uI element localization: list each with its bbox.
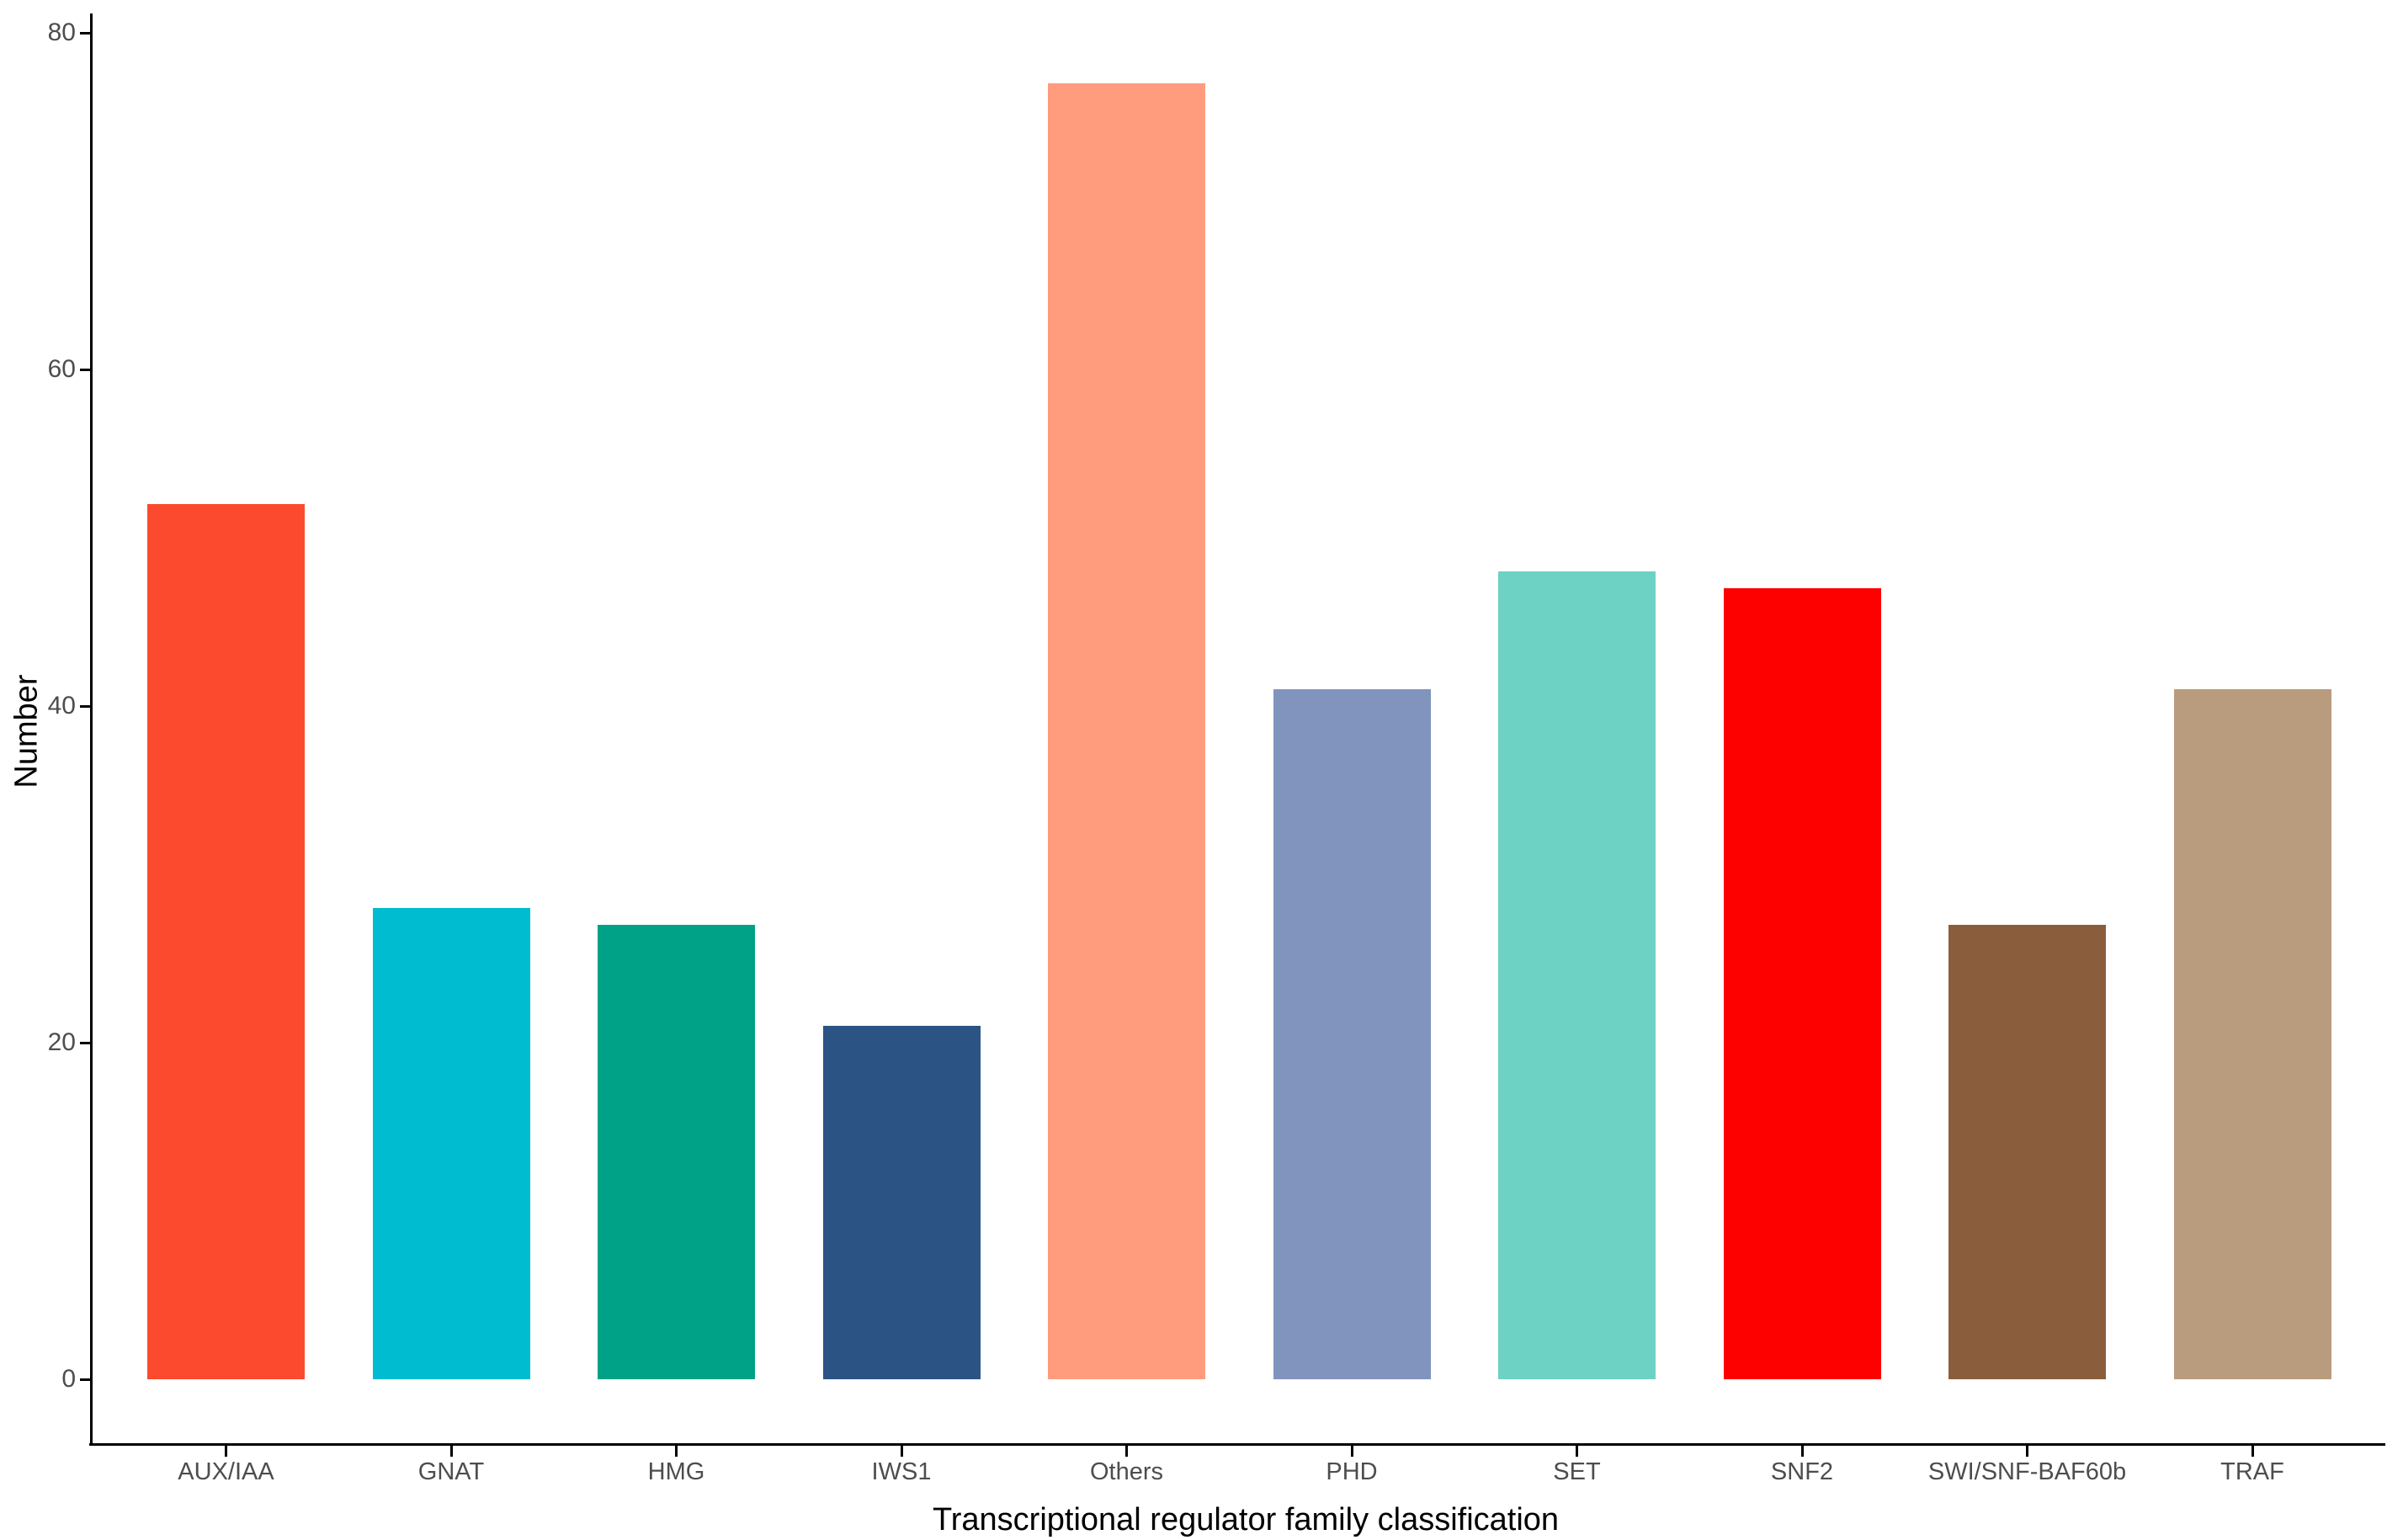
x-tick-iws1 [900, 1446, 903, 1457]
y-tick-label-0: 0 [61, 1365, 76, 1393]
y-axis-line [90, 13, 93, 1446]
bar-traf [2173, 689, 2331, 1379]
x-tick-snf2 [1800, 1446, 1804, 1457]
y-tick-60 [80, 368, 91, 371]
x-axis-line [89, 1443, 2385, 1446]
x-tick-swi-snf-baf60b [2026, 1446, 2028, 1457]
x-tick-set [1576, 1446, 1578, 1457]
x-tick-label-swi-snf-baf60b: SWI/SNF-BAF60b [1927, 1458, 2127, 1485]
y-tick-0 [80, 1378, 91, 1381]
x-tick-label-others: Others [1089, 1458, 1164, 1485]
x-tick-gnat [449, 1446, 453, 1457]
y-tick-label-20: 20 [47, 1028, 76, 1056]
y-tick-label-40: 40 [47, 692, 76, 720]
bar-swi-snf-baf60b [1948, 925, 2106, 1379]
x-tick-others [1125, 1446, 1128, 1457]
y-tick-80 [80, 31, 91, 35]
bar-aux-iaa [147, 504, 305, 1379]
bar-gnat [372, 908, 530, 1379]
y-axis-title: Number [8, 674, 45, 789]
bar-others [1048, 83, 1205, 1379]
x-tick-hmg [675, 1446, 678, 1457]
x-tick-phd [1350, 1446, 1353, 1457]
x-axis-title: Transcriptional regulator family classif… [932, 1502, 1560, 1537]
bar-phd [1273, 689, 1431, 1379]
x-tick-aux-iaa [225, 1446, 227, 1457]
x-tick-label-hmg: HMG [647, 1458, 705, 1485]
x-tick-label-traf: TRAF [2220, 1458, 2284, 1485]
bar-set [1498, 571, 1656, 1379]
y-tick-label-80: 80 [47, 19, 76, 46]
x-tick-label-gnat: GNAT [417, 1458, 485, 1485]
x-tick-traf [2251, 1446, 2254, 1457]
x-tick-label-aux-iaa: AUX/IAA [178, 1458, 274, 1485]
y-tick-label-60: 60 [47, 355, 76, 383]
x-tick-label-phd: PHD [1326, 1458, 1378, 1485]
x-tick-label-set: SET [1553, 1458, 1601, 1485]
x-tick-label-iws1: IWS1 [871, 1458, 932, 1485]
y-tick-20 [80, 1041, 91, 1044]
bar-snf2 [1723, 588, 1881, 1379]
y-tick-40 [80, 704, 91, 708]
bar-hmg [598, 925, 755, 1379]
bar-iws1 [822, 1026, 981, 1379]
x-tick-label-snf2: SNF2 [1770, 1458, 1834, 1485]
